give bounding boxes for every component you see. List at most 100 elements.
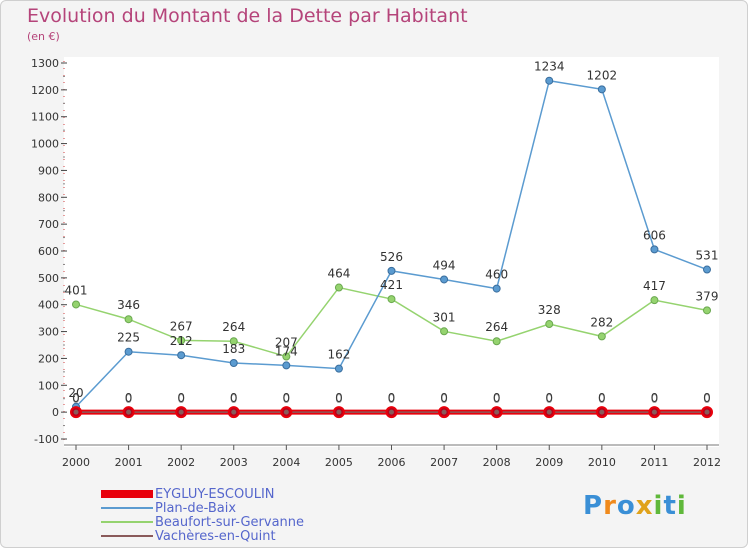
series-point (441, 409, 447, 415)
data-label: 0 (598, 392, 606, 406)
logo-letter: i (676, 491, 687, 521)
x-tick-label: 2011 (640, 456, 668, 469)
data-label: 0 (283, 391, 291, 405)
legend-label-beaufort-sur-gervanne: Beaufort-sur-Gervanne (155, 514, 305, 530)
data-label: 0 (388, 392, 396, 406)
y-tick-label: 1100 (31, 111, 59, 124)
y-tick-label: -100 (34, 433, 59, 446)
legend-item-plan-de-baix: Plan-de-Baix (101, 500, 304, 516)
y-tick-label: 900 (38, 164, 59, 177)
series-point (704, 409, 710, 415)
y-tick-label: 1300 (31, 57, 59, 70)
series-point (231, 409, 237, 415)
series-point (492, 284, 501, 293)
data-label: 174 (275, 344, 298, 358)
data-label: 282 (590, 315, 613, 329)
series-point (282, 361, 291, 370)
x-tick-label: 2010 (588, 456, 616, 469)
data-label: 0 (545, 392, 553, 406)
series-point (282, 352, 291, 361)
series-point (178, 409, 184, 415)
chart-title: Evolution du Montant de la Dette par Hab… (27, 5, 468, 27)
series-point (387, 266, 396, 275)
data-label: 0 (493, 392, 501, 406)
data-label: 0 (72, 392, 80, 406)
y-tick-label: 100 (38, 379, 59, 392)
y-tick-label: 800 (38, 191, 59, 204)
data-label: 0 (335, 391, 343, 405)
series-point (336, 409, 342, 415)
data-label: 460 (485, 268, 508, 282)
data-label: 0 (440, 392, 448, 406)
data-label: 0 (598, 391, 606, 405)
legend-swatch-beaufort-sur-gervanne (101, 521, 153, 523)
data-label: 0 (72, 391, 80, 405)
data-label: 379 (696, 289, 719, 303)
series-point (597, 332, 606, 341)
legend-label-vacheres-en-quint: Vachères-en-Quint (155, 528, 276, 544)
plot-area (64, 57, 719, 447)
data-label: 464 (327, 267, 350, 281)
data-label: 1234 (534, 60, 565, 74)
data-label: 0 (230, 392, 238, 406)
logo-letter: i (653, 491, 664, 521)
data-label: 0 (125, 392, 133, 406)
legend-item-vacheres-en-quint: Vachères-en-Quint (101, 528, 304, 544)
y-tick-label: 200 (38, 352, 59, 365)
x-tick-label: 2009 (535, 456, 563, 469)
logo-letter: x (635, 491, 654, 521)
series-point (177, 351, 186, 360)
series-point (126, 409, 132, 415)
data-label: 162 (327, 348, 350, 362)
x-tick-label: 2007 (430, 456, 458, 469)
data-label: 0 (177, 391, 185, 405)
series-point (703, 306, 711, 315)
data-label: 494 (433, 258, 456, 272)
chart-subtitle: (en €) (27, 30, 60, 43)
data-label: 0 (283, 392, 291, 406)
series-point (124, 347, 133, 356)
legend-label-plan-de-baix: Plan-de-Baix (155, 500, 237, 516)
series-point (389, 409, 394, 415)
data-label: 0 (230, 391, 238, 405)
series-point (492, 337, 501, 346)
series-point (73, 409, 79, 415)
data-label: 225 (117, 331, 140, 345)
y-tick-label: 1200 (31, 84, 59, 97)
y-tick-label: 700 (38, 218, 59, 231)
legend-item-beaufort-sur-gervanne: Beaufort-sur-Gervanne (101, 514, 305, 530)
series-point (599, 409, 605, 415)
data-label: 328 (538, 303, 561, 317)
proxiti-logo: Proxiti (583, 491, 687, 521)
data-label: 212 (170, 334, 193, 348)
series-point (283, 409, 289, 415)
series-point (440, 275, 449, 284)
series-point (650, 296, 659, 305)
series-point (650, 245, 659, 254)
y-tick-label: 400 (38, 299, 59, 312)
logo-letter: r (603, 491, 617, 521)
series-point (440, 327, 449, 336)
legend-label-eygluy-escoulin: EYGLUY-ESCOULIN (155, 486, 275, 502)
data-label: 267 (170, 319, 193, 333)
x-tick-label: 2006 (378, 456, 406, 469)
data-label: 264 (485, 320, 508, 334)
y-tick-label: 500 (38, 272, 59, 285)
data-label: 20 (68, 386, 83, 400)
series-point (177, 336, 186, 345)
data-label: 264 (222, 320, 245, 334)
legend-swatch-plan-de-baix (101, 507, 153, 509)
data-label: 0 (493, 391, 501, 405)
data-label: 417 (643, 279, 666, 293)
logo-letter: t (663, 491, 677, 521)
series-point (334, 283, 343, 292)
data-label: 0 (703, 392, 711, 406)
series-point (545, 320, 554, 329)
data-label: 0 (703, 391, 711, 405)
series-point (334, 364, 343, 373)
x-tick-label: 2004 (272, 456, 300, 469)
x-tick-label: 2002 (167, 456, 195, 469)
series-point (597, 85, 606, 94)
